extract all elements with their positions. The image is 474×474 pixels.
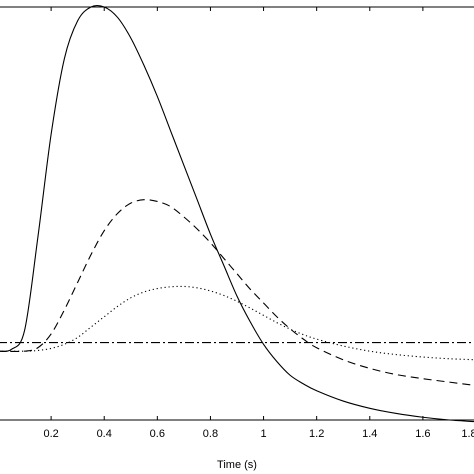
x-tick-label: 0.4 <box>97 428 112 440</box>
series-line-solid <box>0 4 474 423</box>
x-tick-label: 1.8 <box>461 428 474 440</box>
x-tick-label: 0.6 <box>150 428 165 440</box>
series-line-dashed <box>0 199 474 386</box>
plot-series-group <box>0 4 474 423</box>
x-tick-label: 1.4 <box>362 428 377 440</box>
x-tick-label: 0.8 <box>203 428 218 440</box>
x-tick-label: 1 <box>260 428 266 440</box>
x-axis-label: Time (s) <box>217 459 257 471</box>
x-axis-ticks: 0.2 0.4 0.6 0.8 1 1.2 1.4 1.6 1.8 <box>43 7 474 440</box>
x-tick-label: 1.6 <box>415 428 430 440</box>
series-line-dotted <box>0 285 474 361</box>
x-tick-label: 1.2 <box>309 428 324 440</box>
axes-frame <box>0 6 474 421</box>
x-tick-label: 0.2 <box>43 428 58 440</box>
